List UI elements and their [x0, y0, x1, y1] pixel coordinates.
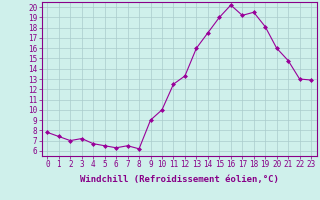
X-axis label: Windchill (Refroidissement éolien,°C): Windchill (Refroidissement éolien,°C) — [80, 175, 279, 184]
